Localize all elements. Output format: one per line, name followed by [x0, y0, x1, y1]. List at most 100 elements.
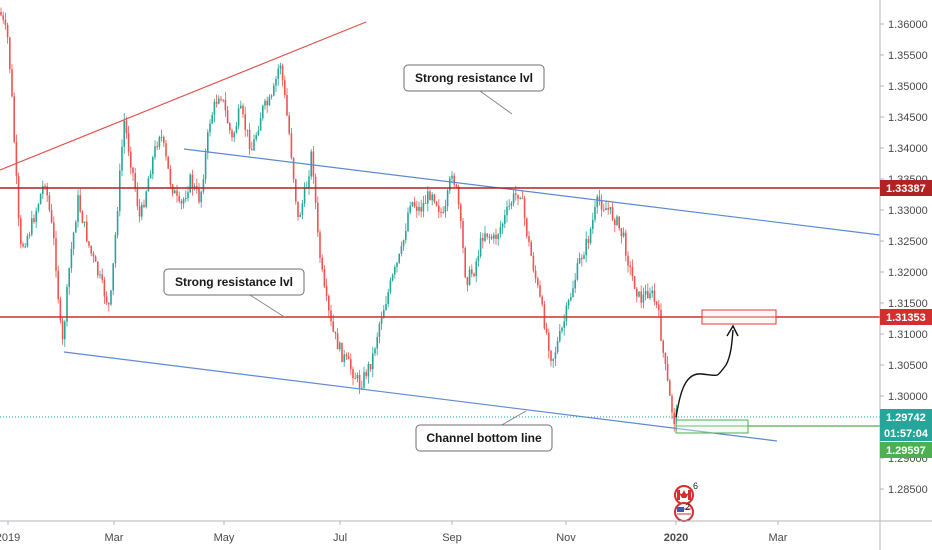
candle-body [141, 204, 143, 217]
candle-body [209, 123, 211, 133]
channel-bottom-line[interactable] [63, 351, 778, 442]
candle-body [83, 221, 86, 223]
channel-top-line[interactable] [183, 148, 881, 236]
candle-body [33, 218, 35, 223]
candle-body [585, 238, 587, 256]
candle-body [158, 137, 161, 147]
candle-body [22, 244, 24, 247]
candle-body [292, 157, 295, 180]
candle-body [28, 234, 31, 236]
candle-body [121, 146, 123, 171]
candle-body [317, 202, 319, 233]
candle-body [266, 100, 268, 106]
svg-text:01:57:04: 01:57:04 [884, 428, 929, 440]
candle-body [475, 261, 477, 276]
candle-body [24, 246, 26, 248]
candle-body [561, 327, 563, 332]
candle-body [53, 222, 55, 239]
candle-body [9, 37, 11, 70]
candle-body [116, 211, 119, 235]
candle-body [187, 192, 189, 199]
candle-body [526, 218, 528, 237]
candle-body [350, 359, 352, 370]
candle-body [416, 206, 418, 211]
projection-arrow[interactable] [675, 329, 734, 418]
candle-body [35, 210, 37, 223]
candle-body [156, 146, 158, 148]
candle-body [409, 205, 411, 213]
candle-body [460, 204, 462, 222]
target-box-red[interactable] [701, 309, 777, 325]
candle-body [262, 105, 264, 119]
price-tick-label: 1.30000 [888, 391, 928, 403]
price-axis[interactable]: 1.360001.355001.350001.345001.340001.335… [880, 19, 928, 496]
candle-body [88, 241, 90, 246]
candle-body [433, 194, 436, 202]
candle-body [152, 157, 154, 175]
time-axis[interactable]: 2019 Mar May Jul Sep Nov 2020 Mar [0, 521, 788, 544]
candle-body [592, 219, 594, 230]
candle-body [462, 221, 464, 248]
candle-body [165, 143, 167, 157]
candle-body [171, 184, 174, 194]
callout-channel-bottom[interactable]: Channel bottom line [415, 410, 553, 452]
candle-body [517, 194, 519, 199]
candle-body [204, 152, 207, 180]
callout-resistance-mid[interactable]: Strong resistance lvl [163, 268, 305, 319]
candle-body [587, 238, 590, 243]
candle-body [669, 380, 671, 396]
candle-body [493, 234, 495, 239]
event-badges[interactable]: 6 2 [674, 481, 698, 522]
candle-body [418, 206, 420, 211]
price-tick-label: 1.34000 [888, 143, 928, 155]
candle-body [482, 237, 484, 241]
candle-body [583, 255, 585, 259]
candle-body [365, 372, 367, 377]
candle-body [479, 237, 482, 257]
candle-body [653, 290, 656, 302]
candle-body [438, 205, 440, 212]
target-box-green[interactable] [675, 419, 749, 434]
price-tick-label: 1.36000 [888, 19, 928, 31]
price-tick-label: 1.33000 [888, 205, 928, 217]
candle-body [39, 193, 42, 205]
candle-body [631, 267, 634, 277]
candle-body [341, 342, 343, 362]
candle-body [369, 363, 372, 370]
candle-body [389, 280, 392, 293]
candle-body [259, 118, 262, 131]
candle-body [451, 175, 453, 179]
candle-body [427, 191, 429, 204]
candle-body [380, 318, 383, 324]
candle-body [358, 374, 361, 388]
candle-body [411, 202, 414, 206]
candle-body [310, 151, 312, 177]
price-tick-label: 1.31500 [888, 298, 928, 310]
rising-trend-line[interactable] [0, 21, 367, 171]
candle-body [174, 190, 176, 194]
candle-body [589, 229, 592, 243]
candle-body [444, 206, 447, 213]
candle-body [537, 278, 539, 286]
candle-body [4, 19, 7, 25]
candle-body [336, 333, 339, 350]
candle-body [473, 273, 475, 276]
candle-body [20, 218, 22, 245]
candle-body [541, 296, 543, 305]
candle-body [15, 142, 18, 177]
candle-body [163, 136, 165, 144]
time-tick-label: May [214, 532, 235, 544]
candle-body [596, 196, 598, 207]
candle-body [497, 234, 499, 239]
candle-body [86, 221, 88, 242]
candle-body [235, 125, 238, 133]
candle-body [50, 210, 53, 223]
callout-resistance-top[interactable]: Strong resistance lvl [403, 64, 545, 115]
candle-body [367, 363, 370, 377]
candle-body [649, 293, 651, 299]
candle-body [26, 235, 29, 247]
candle-body [662, 340, 664, 353]
candle-body [110, 290, 112, 305]
candle-body [218, 98, 220, 104]
